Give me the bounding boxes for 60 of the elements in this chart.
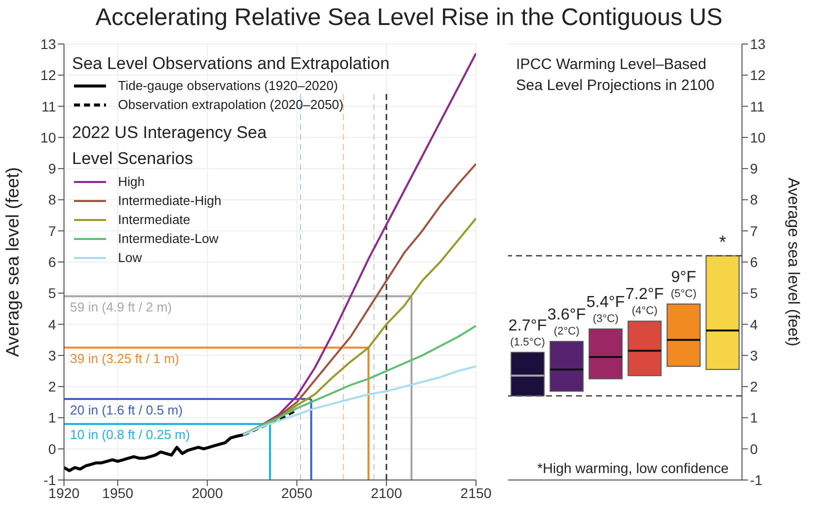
ref-line-label: 39 in (3.25 ft / 1 m) bbox=[70, 350, 180, 366]
y-tick-label: 6 bbox=[750, 254, 758, 270]
y-tick-label: 8 bbox=[48, 192, 56, 208]
x-tick-label: 3.6°F (2°C) bbox=[547, 306, 586, 338]
y-tick-label: 10 bbox=[40, 129, 56, 146]
x-tick-label: 5.4°F (3°C) bbox=[586, 294, 626, 325]
ref-line-label: 10 in (0.8 ft / 0.25 m) bbox=[70, 427, 190, 442]
text: IPCC Warming Level–Based Sea Level Projections in 2100 bbox=[516, 54, 731, 96]
y-tick-label: 2 bbox=[48, 378, 56, 395]
y-tick-label: 5 bbox=[750, 285, 758, 302]
y-tick-label: 3 bbox=[750, 347, 758, 364]
y-tick-label: 5 bbox=[48, 285, 56, 302]
y-tick-label: 3 bbox=[48, 347, 56, 364]
y-tick-label: 4 bbox=[750, 316, 758, 332]
annotation: *High warming, low confidence bbox=[536, 460, 730, 476]
y-tick-label: 1 bbox=[750, 410, 758, 426]
legend-label: Tide-gauge observations (1920–2020) bbox=[118, 78, 338, 93]
y-tick-label: 0 bbox=[48, 440, 56, 457]
y-axis-title: Average sea level (feet) bbox=[784, 178, 802, 346]
y-tick-label: 6 bbox=[48, 254, 56, 270]
line-series bbox=[242, 324, 476, 436]
x-tick-label: 9°F (5°C) bbox=[670, 269, 697, 300]
y-axis-title: Average sea level (feet) bbox=[2, 167, 22, 357]
y-tick-label: 10 bbox=[750, 129, 766, 146]
x-tick-label: 2050 bbox=[281, 484, 313, 501]
y-tick-label: 9 bbox=[750, 160, 758, 177]
x-tick-label: 2150 bbox=[460, 484, 492, 501]
y-tick-label: 11 bbox=[750, 98, 765, 114]
x-tick-label: 2100 bbox=[370, 484, 402, 501]
y-tick-label: 9 bbox=[48, 160, 56, 177]
x-tick-label: 2000 bbox=[192, 484, 224, 501]
y-tick-label: 4 bbox=[48, 316, 56, 332]
y-tick-label: -1 bbox=[750, 472, 763, 488]
y-tick-label: 7 bbox=[750, 222, 758, 239]
y-tick-label: 7 bbox=[48, 222, 56, 239]
chart-title: Accelerating Relative Sea Level Rise in the Contiguous US bbox=[94, 4, 724, 32]
legend-label: Intermediate bbox=[118, 212, 190, 227]
legend-label: High bbox=[118, 174, 145, 189]
y-tick-label: 12 bbox=[750, 67, 766, 84]
x-tick-label: 1950 bbox=[102, 484, 134, 501]
x-tick-label: 7.2°F (4°C) bbox=[625, 286, 664, 318]
x-tick-label: 2.7°F (1.5°C) bbox=[508, 317, 548, 348]
text: Sea Level Observations and Extrapolation bbox=[72, 54, 390, 74]
y-tick-label: 0 bbox=[750, 440, 758, 457]
legend-title: 2022 US Interagency Sea Level Scenarios bbox=[72, 122, 268, 170]
ref-line-label: 59 in (4.9 ft / 2 m) bbox=[70, 299, 172, 314]
y-tick-label: 1 bbox=[48, 410, 56, 426]
ref-line-label: 20 in (1.6 ft / 0.5 m) bbox=[70, 402, 183, 418]
legend-label: Low bbox=[118, 250, 142, 265]
y-tick-label: 11 bbox=[41, 98, 56, 114]
legend-label: Observation extrapolation (2020–2050) bbox=[118, 97, 344, 112]
legend-label: Intermediate-Low bbox=[118, 231, 218, 246]
y-tick-label: 2 bbox=[750, 378, 758, 395]
legend-label: Intermediate-High bbox=[118, 193, 222, 208]
y-tick-label: 13 bbox=[40, 36, 56, 52]
line-series bbox=[242, 365, 476, 436]
y-tick-label: 12 bbox=[40, 67, 56, 84]
y-tick-label: 8 bbox=[750, 192, 758, 208]
x-tick-label: * bbox=[719, 232, 726, 252]
y-tick-label: 13 bbox=[750, 36, 766, 52]
